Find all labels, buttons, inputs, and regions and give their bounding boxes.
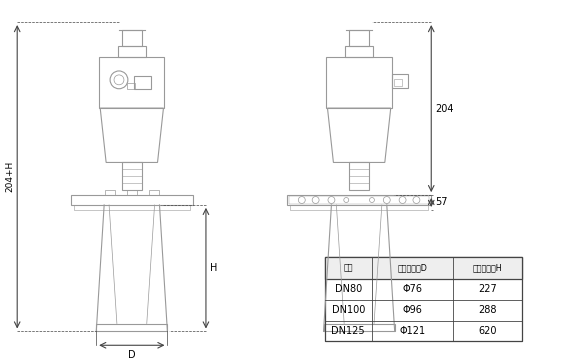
Bar <box>71 195 193 205</box>
Bar <box>345 46 373 57</box>
Bar <box>122 162 142 190</box>
Text: 57: 57 <box>435 198 448 207</box>
Text: 喇叭口直径D: 喇叭口直径D <box>398 264 427 273</box>
Bar <box>349 30 369 46</box>
Bar <box>122 30 142 46</box>
Bar <box>105 190 115 195</box>
Text: 204+H: 204+H <box>6 161 15 193</box>
Bar <box>134 76 151 89</box>
Text: 288: 288 <box>479 305 497 315</box>
Bar <box>127 190 137 195</box>
Text: 喇叭口高度H: 喇叭口高度H <box>473 264 502 273</box>
Text: D: D <box>128 350 135 360</box>
Text: 620: 620 <box>479 326 497 336</box>
Text: DN100: DN100 <box>332 305 365 315</box>
Bar <box>99 57 164 108</box>
Bar <box>394 79 402 86</box>
Text: Φ76: Φ76 <box>402 284 422 294</box>
Text: 法兰: 法兰 <box>344 264 353 273</box>
Text: H: H <box>210 263 217 273</box>
Text: Φ96: Φ96 <box>402 305 422 315</box>
Text: Φ121: Φ121 <box>399 326 426 336</box>
Bar <box>149 190 159 195</box>
Bar <box>289 196 429 204</box>
Bar <box>290 205 428 210</box>
Bar <box>96 324 167 332</box>
Bar <box>324 324 395 332</box>
Bar <box>327 57 391 108</box>
Text: DN80: DN80 <box>335 284 362 294</box>
Bar <box>127 83 135 89</box>
Bar <box>287 195 431 205</box>
Text: 204: 204 <box>435 104 453 114</box>
Bar <box>324 257 522 279</box>
Text: 227: 227 <box>478 284 497 294</box>
Bar <box>391 74 407 88</box>
Bar <box>324 257 522 341</box>
Bar <box>349 162 369 190</box>
Text: DN125: DN125 <box>331 326 365 336</box>
Bar <box>118 46 146 57</box>
Bar <box>73 205 190 210</box>
